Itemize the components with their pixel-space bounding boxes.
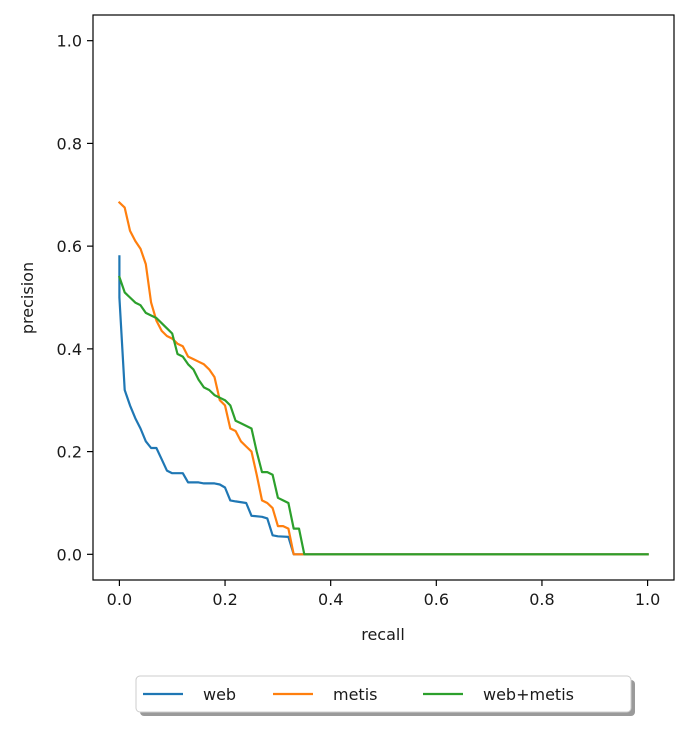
- x-axis: 0.0 0.2 0.4 0.6 0.8 1.0: [107, 580, 660, 609]
- y-tick-label: 0.6: [57, 237, 82, 256]
- legend-label: web: [203, 685, 236, 704]
- x-axis-label: recall: [361, 625, 405, 644]
- x-tick-label: 0.0: [107, 590, 132, 609]
- x-tick-label: 0.6: [424, 590, 449, 609]
- legend-items: web metis web+metis: [143, 685, 574, 704]
- plot-frame: [92, 14, 675, 581]
- legend: web metis web+metis: [135, 675, 635, 716]
- legend-label: web+metis: [483, 685, 574, 704]
- y-tick-label: 1.0: [57, 32, 82, 51]
- y-tick-label: 0.4: [57, 340, 82, 359]
- legend-box: [135, 675, 632, 713]
- series-layer: [117, 200, 649, 556]
- y-axis-label: precision: [18, 262, 37, 334]
- series-line-web-metis: [118, 275, 649, 556]
- x-tick-label: 0.4: [318, 590, 343, 609]
- legend-label: metis: [333, 685, 377, 704]
- x-tick-label: 1.0: [635, 590, 660, 609]
- x-tick-label: 0.8: [529, 590, 554, 609]
- y-axis: 0.0 0.2 0.4 0.6 0.8 1.0: [57, 32, 93, 564]
- x-tick-label: 0.2: [212, 590, 237, 609]
- y-tick-label: 0.0: [57, 545, 82, 564]
- y-tick-label: 0.8: [57, 134, 82, 153]
- y-tick-label: 0.2: [57, 443, 82, 462]
